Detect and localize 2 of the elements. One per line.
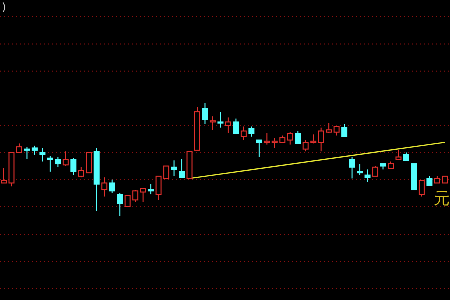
annotation: 元: [434, 189, 450, 208]
text: ): [2, 1, 6, 14]
